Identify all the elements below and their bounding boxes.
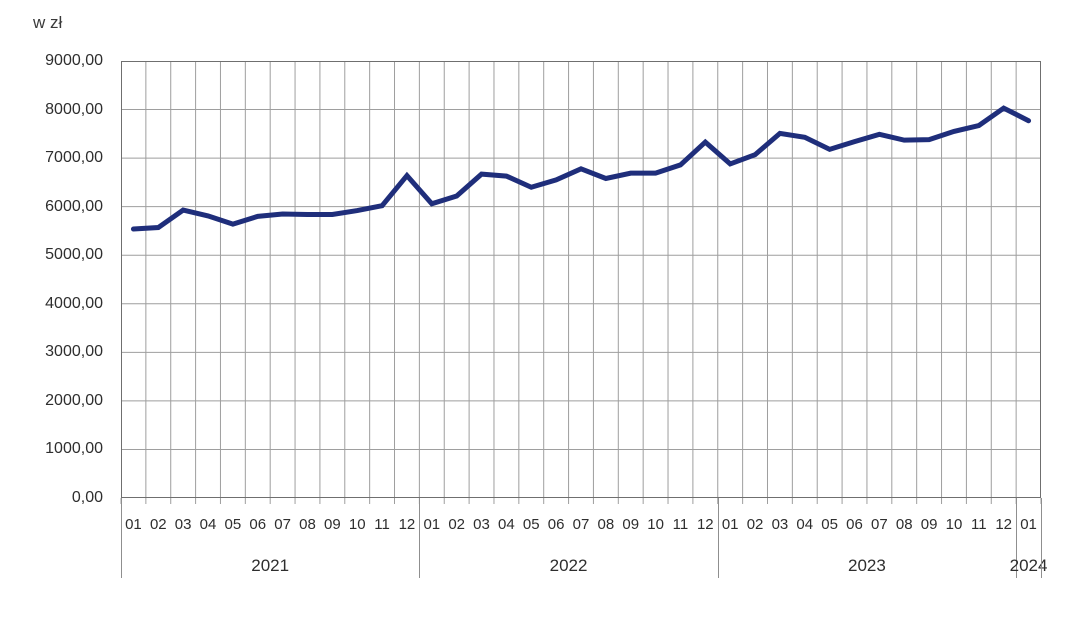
month-label: 08 <box>597 516 615 533</box>
y-tick-label: 8000,00 <box>45 100 103 118</box>
month-label: 09 <box>622 516 640 533</box>
year-label: 2021 <box>251 556 290 575</box>
month-label: 12 <box>696 516 714 533</box>
plot-area <box>120 61 1042 504</box>
year-separator <box>419 498 421 578</box>
data-line-series <box>130 105 1032 232</box>
year-label: 2024 <box>1009 556 1048 575</box>
month-label: 04 <box>498 516 515 533</box>
year-separator <box>1016 498 1018 578</box>
month-label: 11 <box>374 516 390 533</box>
month-label: 07 <box>871 516 888 533</box>
y-tick-label: 7000,00 <box>45 149 103 167</box>
month-label: 11 <box>971 516 987 533</box>
y-tick-label: 0,00 <box>71 489 103 506</box>
year-label: 2023 <box>848 556 886 575</box>
month-label: 10 <box>348 516 366 533</box>
month-label: 03 <box>473 516 490 533</box>
month-label: 02 <box>746 516 764 533</box>
y-tick-label: 9000,00 <box>45 52 103 69</box>
y-tick-label: 2000,00 <box>45 391 103 409</box>
month-label: 12 <box>398 516 416 533</box>
month-label: 04 <box>199 516 217 533</box>
line-chart-svg <box>120 61 1042 504</box>
year-separator <box>121 498 122 578</box>
y-tick-label: 3000,00 <box>45 343 103 361</box>
month-label: 05 <box>522 516 540 533</box>
month-label: 06 <box>249 516 267 533</box>
month-label: 04 <box>796 516 814 533</box>
month-label: 11 <box>672 516 689 533</box>
month-label: 10 <box>945 516 963 533</box>
month-label: 12 <box>995 516 1013 533</box>
year-separator <box>717 498 719 578</box>
month-label: 02 <box>149 516 167 533</box>
month-label: 08 <box>299 516 316 533</box>
month-label: 02 <box>448 516 465 533</box>
month-label: 01 <box>1020 516 1037 533</box>
month-label: 05 <box>224 516 242 533</box>
month-label: 06 <box>547 516 565 533</box>
month-label: 01 <box>125 516 142 533</box>
month-label: 06 <box>846 516 863 533</box>
month-label: 07 <box>274 516 291 533</box>
y-tick-label: 6000,00 <box>45 197 103 215</box>
month-label: 10 <box>647 516 664 533</box>
month-label: 09 <box>323 516 341 533</box>
y-tick-label: 1000,00 <box>45 440 103 458</box>
plot-border <box>121 61 1041 498</box>
y-axis-unit-label: w zł <box>33 13 63 32</box>
month-label: 01 <box>423 516 441 533</box>
y-tick-label: 5000,00 <box>45 246 103 264</box>
year-separator <box>1041 498 1042 578</box>
month-label: 08 <box>895 516 913 533</box>
y-tick-label: 4000,00 <box>45 294 103 312</box>
month-label: 05 <box>821 516 838 533</box>
month-label: 01 <box>721 516 739 533</box>
year-label: 2022 <box>549 556 588 575</box>
month-label: 09 <box>920 516 938 533</box>
month-label: 03 <box>174 516 192 533</box>
month-label: 03 <box>771 516 789 533</box>
month-label: 07 <box>572 516 590 533</box>
